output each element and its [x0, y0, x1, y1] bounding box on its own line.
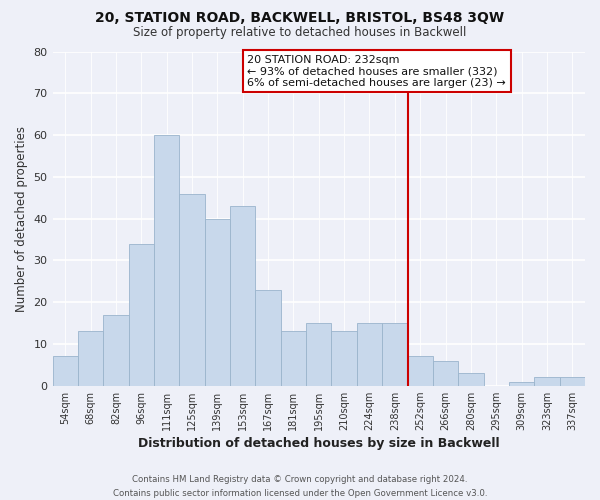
Bar: [128, 244, 154, 386]
Bar: [382, 323, 407, 386]
Bar: [433, 360, 458, 386]
Bar: [78, 332, 103, 386]
Bar: [205, 218, 230, 386]
Bar: [53, 356, 78, 386]
Bar: [103, 314, 128, 386]
Bar: [407, 356, 433, 386]
Bar: [230, 206, 256, 386]
Bar: [458, 373, 484, 386]
Bar: [534, 378, 560, 386]
Text: Size of property relative to detached houses in Backwell: Size of property relative to detached ho…: [133, 26, 467, 39]
Bar: [256, 290, 281, 386]
Bar: [331, 332, 357, 386]
Bar: [281, 332, 306, 386]
Bar: [560, 378, 585, 386]
Bar: [509, 382, 534, 386]
Text: 20, STATION ROAD, BACKWELL, BRISTOL, BS48 3QW: 20, STATION ROAD, BACKWELL, BRISTOL, BS4…: [95, 12, 505, 26]
Text: 20 STATION ROAD: 232sqm
← 93% of detached houses are smaller (332)
6% of semi-de: 20 STATION ROAD: 232sqm ← 93% of detache…: [247, 55, 506, 88]
Bar: [357, 323, 382, 386]
Bar: [306, 323, 331, 386]
Text: Contains HM Land Registry data © Crown copyright and database right 2024.
Contai: Contains HM Land Registry data © Crown c…: [113, 476, 487, 498]
Bar: [154, 135, 179, 386]
Bar: [179, 194, 205, 386]
X-axis label: Distribution of detached houses by size in Backwell: Distribution of detached houses by size …: [138, 437, 500, 450]
Y-axis label: Number of detached properties: Number of detached properties: [15, 126, 28, 312]
